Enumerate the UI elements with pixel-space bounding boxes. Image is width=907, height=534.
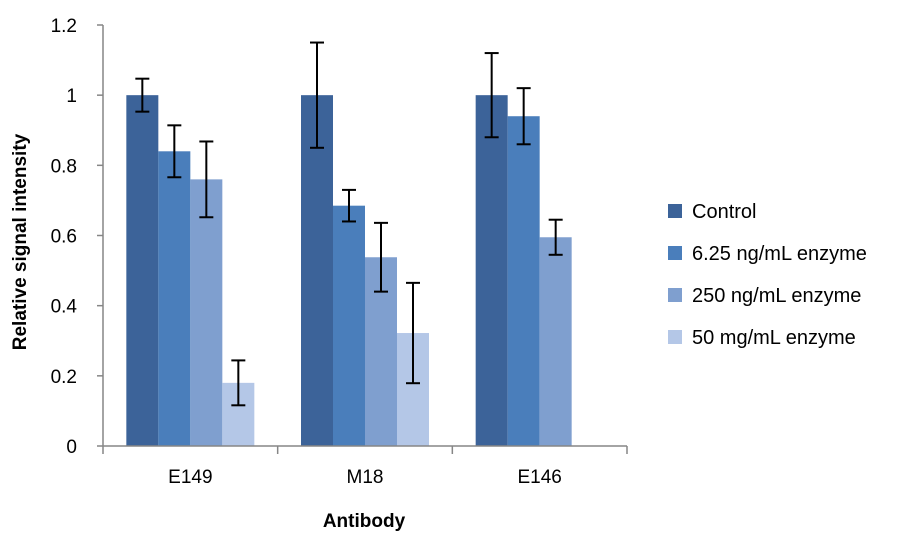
legend-item: 50 mg/mL enzyme bbox=[668, 327, 856, 349]
legend-item: 250 ng/mL enzyme bbox=[668, 285, 861, 307]
error-bar bbox=[548, 218, 563, 256]
legend-swatch bbox=[668, 330, 682, 344]
error-bar bbox=[231, 359, 246, 407]
bar bbox=[190, 179, 223, 446]
error-bar bbox=[199, 140, 214, 219]
error-bars-layer bbox=[135, 41, 563, 407]
y-tick-label: 0.6 bbox=[51, 227, 77, 248]
legend-item: Control bbox=[668, 201, 756, 223]
error-bar bbox=[310, 41, 324, 149]
error-bar bbox=[406, 281, 420, 385]
error-bar bbox=[167, 124, 182, 179]
legend-swatch bbox=[668, 288, 682, 302]
error-bar bbox=[374, 221, 388, 293]
legend: Control 6.25 ng/mL enzyme 250 ng/mL enzyme… bbox=[668, 201, 867, 349]
bar bbox=[333, 205, 365, 446]
legend-swatch bbox=[668, 204, 682, 218]
error-bar bbox=[484, 52, 499, 139]
error-bar bbox=[135, 77, 150, 113]
legend-swatch bbox=[668, 246, 682, 260]
y-tick-label: 0 bbox=[66, 437, 77, 458]
bar bbox=[507, 116, 540, 446]
legend-item: 6.25 ng/mL enzyme bbox=[668, 243, 867, 265]
error-bar bbox=[342, 188, 356, 223]
error-bar bbox=[516, 87, 531, 146]
legend-label: 6.25 ng/mL enzyme bbox=[692, 243, 867, 265]
bar bbox=[126, 95, 159, 447]
y-axis-ticks: 0 0.2 0.4 0.6 0.8 1 1.2 bbox=[51, 16, 103, 458]
legend-label: 50 mg/mL enzyme bbox=[692, 327, 856, 349]
bar bbox=[539, 237, 572, 446]
y-axis-title: Relative signal intensity bbox=[10, 133, 31, 350]
x-axis-title: Antibody bbox=[323, 511, 406, 532]
y-tick-label: 1.2 bbox=[51, 16, 77, 37]
bar bbox=[475, 95, 508, 447]
bar bbox=[301, 95, 333, 447]
y-tick-label: 0.8 bbox=[51, 156, 77, 177]
x-tick-label: E146 bbox=[517, 467, 561, 488]
legend-label: Control bbox=[692, 201, 756, 223]
y-tick-label: 0.2 bbox=[51, 367, 77, 388]
y-tick-label: 1 bbox=[66, 86, 77, 107]
y-tick-label: 0.4 bbox=[51, 297, 78, 318]
x-tick-label: M18 bbox=[347, 467, 384, 488]
legend-label: 250 ng/mL enzyme bbox=[692, 285, 861, 307]
bars-layer bbox=[126, 95, 572, 447]
x-tick-label: E149 bbox=[168, 467, 212, 488]
x-axis-ticks: E149 M18 E146 bbox=[102, 446, 628, 488]
bar bbox=[158, 151, 191, 447]
